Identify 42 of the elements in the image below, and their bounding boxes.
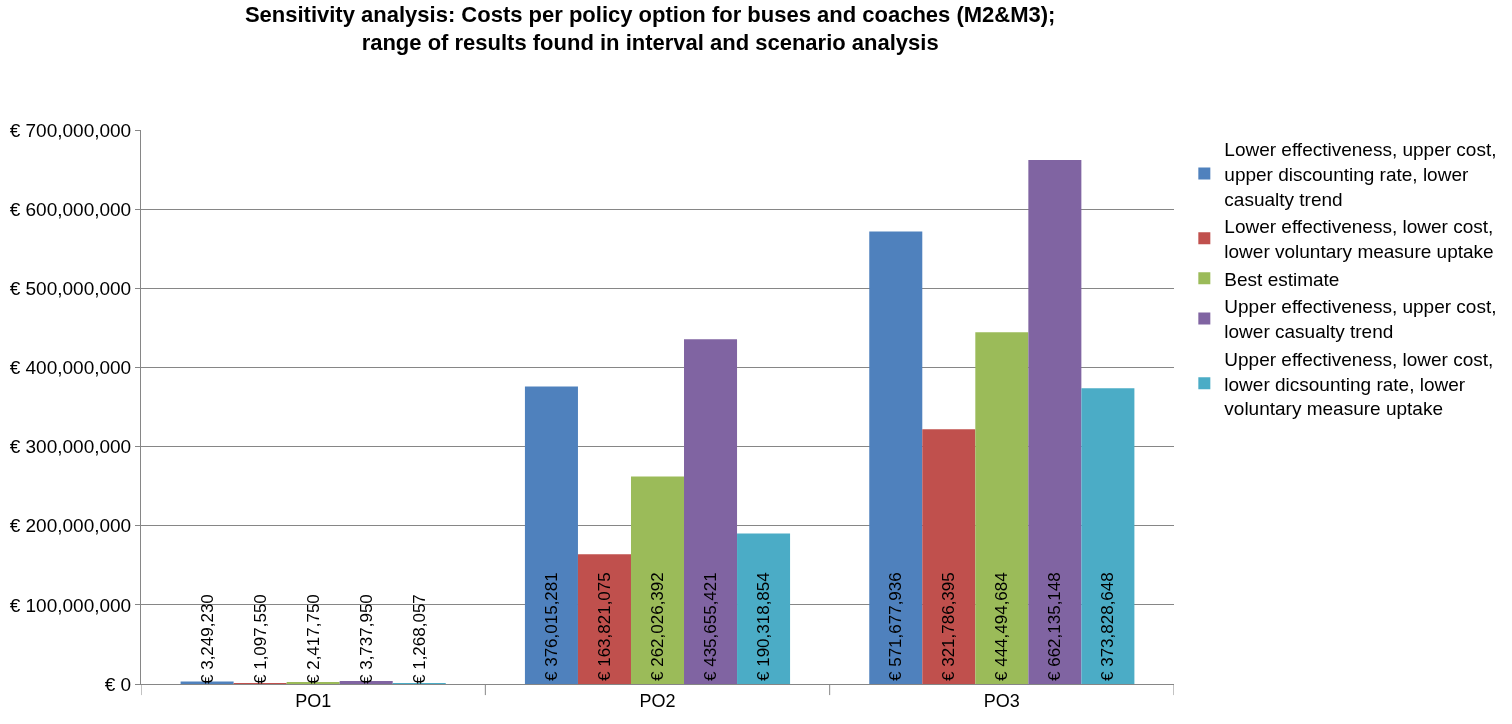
data-label: € 435,655,421	[701, 572, 721, 681]
legend-label: Best estimate	[1224, 268, 1340, 290]
data-label: € 2,417,750	[303, 594, 323, 684]
data-label: € 662,135,148	[1045, 572, 1065, 681]
data-label: € 373,828,648	[1098, 572, 1118, 681]
data-label: € 3,249,230	[197, 594, 217, 684]
bar	[630, 476, 685, 684]
bar	[1081, 388, 1135, 684]
bar	[684, 339, 738, 684]
y-tick-label: € 0	[104, 673, 132, 695]
data-label: € 321,786,395	[939, 572, 959, 681]
legend-label: Lower effectiveness, upper cost, upper discounting rate, lower casualty trend	[1224, 139, 1497, 210]
bar	[922, 429, 976, 684]
data-label: € 571,677,936	[886, 572, 906, 681]
bar	[524, 386, 578, 684]
x-tick-label: PO1	[295, 690, 332, 711]
y-tick-label: € 400,000,000	[9, 357, 132, 379]
bar	[577, 554, 631, 684]
data-label: € 444,494,684	[992, 572, 1012, 681]
data-label: € 3,737,950	[356, 594, 376, 684]
bar	[975, 332, 1029, 684]
legend-label: Upper effectiveness, lower cost, lower dicsounting rate, lower voluntary measure uptake	[1224, 348, 1494, 420]
bar	[1028, 159, 1082, 684]
data-label: € 376,015,281	[541, 572, 561, 681]
data-label: € 190,318,854	[754, 572, 774, 681]
data-label: € 1,268,057	[409, 594, 429, 684]
y-tick-label: € 300,000,000	[9, 436, 132, 458]
y-tick-label: € 600,000,000	[9, 198, 132, 220]
legend-label: Lower effectiveness, lower cost, lower voluntary measure uptake	[1224, 216, 1494, 263]
data-label: € 1,097,550	[250, 594, 270, 684]
y-tick-label: € 100,000,000	[9, 594, 132, 616]
x-tick-label: PO2	[639, 690, 676, 711]
bar	[737, 533, 791, 684]
data-label: € 163,821,075	[594, 572, 614, 681]
x-tick-label: PO3	[983, 690, 1020, 711]
y-tick-label: € 500,000,000	[9, 277, 132, 299]
y-tick-label: € 700,000,000	[9, 119, 132, 141]
legend-label: Upper effectiveness, upper cost, lower casualty trend	[1224, 296, 1497, 343]
data-label: € 262,026,392	[648, 572, 667, 681]
chart-title: Sensitivity analysis: Costs per policy option for buses and coaches (M2&M3); range of results found in interval and scenario analysis	[244, 1, 1056, 56]
y-tick-label: € 200,000,000	[9, 515, 132, 537]
bar	[869, 231, 923, 684]
